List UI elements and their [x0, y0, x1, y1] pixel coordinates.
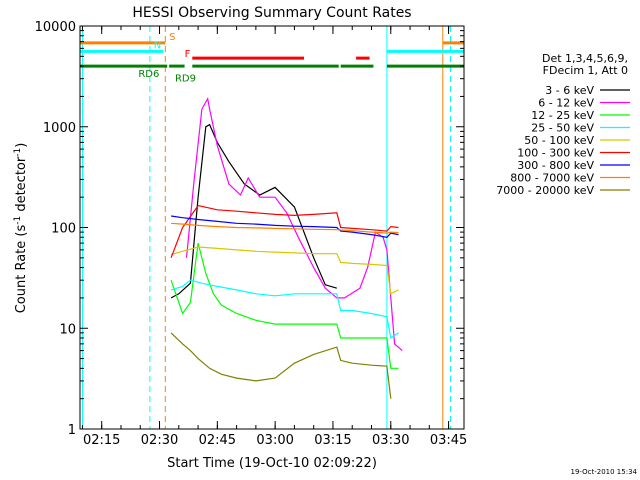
- x-tick-label: 03:00: [256, 433, 293, 448]
- series-line: [185, 96, 403, 352]
- legend-label: 7000 - 20000 keV: [496, 184, 594, 197]
- legend-label: 800 - 7000 keV: [510, 172, 594, 185]
- flag-label: RD6: [138, 69, 159, 80]
- x-tick-label: 03:15: [314, 433, 351, 448]
- y-axis-label: Count Rate (s-1 detector-1): [13, 143, 29, 314]
- series-line: [170, 242, 399, 369]
- x-tick-label: 02:15: [83, 433, 120, 448]
- chart-title: HESSI Observing Summary Count Rates: [132, 5, 411, 21]
- x-tick-label: 02:45: [199, 433, 236, 448]
- x-axis-label: Start Time (19-Oct-10 02:09:22): [167, 456, 377, 471]
- x-tick-label: 03:30: [372, 433, 409, 448]
- legend-label: 12 - 25 keV: [531, 109, 594, 122]
- y-tick-label: 100: [51, 222, 76, 237]
- y-tick-label: 1000: [43, 121, 76, 136]
- legend-label: 100 - 300 keV: [517, 147, 594, 160]
- y-tick-label: 1: [68, 423, 76, 438]
- series-line: [170, 332, 392, 399]
- series-line: [170, 279, 399, 340]
- x-tick-label: 03:45: [430, 433, 467, 448]
- flag-label: F: [185, 49, 191, 60]
- flag-label: RD9: [175, 74, 196, 85]
- flag-label: S: [169, 32, 175, 43]
- x-tick-label: 02:30: [141, 433, 178, 448]
- legend-label: 3 - 6 keV: [545, 84, 594, 97]
- legend: Det 1,3,4,5,6,9,FDecim 1, Att 0 3 - 6 keV…: [496, 52, 630, 197]
- legend-header: FDecim 1, Att 0: [543, 64, 628, 77]
- series-line: [170, 246, 399, 295]
- y-tick-label: 10: [59, 322, 76, 337]
- series-line: [171, 222, 399, 234]
- series-line: [171, 215, 399, 238]
- legend-label: 25 - 50 keV: [531, 122, 594, 135]
- flag-label: N: [154, 40, 161, 51]
- series-line: [170, 204, 399, 259]
- series-line: [170, 123, 337, 299]
- legend-label: 50 - 100 keV: [524, 134, 594, 147]
- legend-header: Det 1,3,4,5,6,9,: [542, 52, 628, 65]
- legend-label: 300 - 800 keV: [517, 159, 594, 172]
- y-tick-label: 10000: [35, 20, 76, 35]
- legend-label: 6 - 12 keV: [538, 97, 594, 110]
- timestamp: 19-Oct-2010 15:34: [571, 468, 638, 476]
